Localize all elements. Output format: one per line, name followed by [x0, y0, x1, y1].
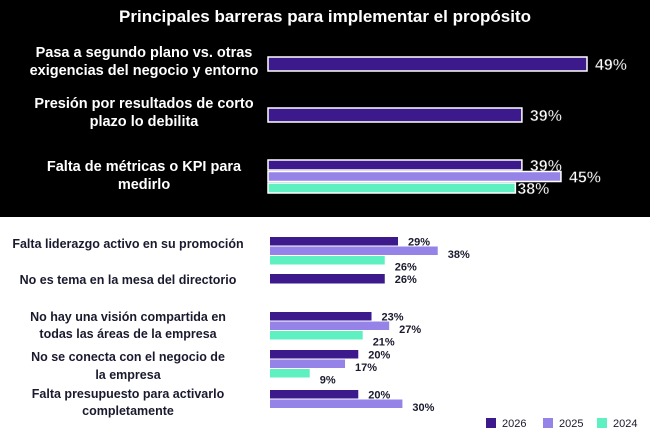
- bar-2025: [270, 246, 438, 255]
- category-label: todas las áreas de la empresa: [39, 327, 217, 341]
- category-label: exigencias del negocio y entorno: [30, 63, 259, 79]
- data-label: 45%: [569, 170, 601, 187]
- category-label: No se conecta con el negocio de: [31, 350, 225, 364]
- bar-2025: [270, 359, 346, 368]
- bar-2026: [267, 56, 588, 72]
- bar-2026: [270, 237, 398, 246]
- category-label: Presión por resultados de corto: [34, 96, 253, 112]
- category-label: No es tema en la mesa del directorio: [20, 273, 237, 287]
- data-label: 29%: [408, 236, 430, 248]
- chart-title: Principales barreras para implementar el…: [119, 7, 531, 26]
- legend-label: 2026: [502, 418, 526, 430]
- category-label: Falta liderazgo activo en su promoción: [12, 237, 243, 251]
- legend-swatch-2024: [597, 418, 607, 428]
- bar-2025: [267, 170, 562, 183]
- bar-2024: [267, 182, 517, 194]
- category-label: No hay una visión compartida en: [30, 310, 226, 324]
- category-label: la empresa: [95, 368, 161, 382]
- data-label: 30%: [412, 402, 434, 414]
- data-label: 27%: [399, 324, 421, 336]
- bar-2024: [270, 331, 363, 340]
- data-label: 49%: [595, 57, 627, 74]
- data-label: 26%: [395, 261, 417, 273]
- category-label: completamente: [82, 404, 174, 418]
- bar-2024: [270, 369, 310, 378]
- data-label: 17%: [355, 362, 377, 374]
- legend-swatch-2025: [543, 418, 553, 428]
- data-label: 20%: [368, 349, 390, 361]
- category-label: Falta de métricas o KPI para: [47, 159, 242, 175]
- bar-2026: [270, 312, 372, 321]
- data-label: 20%: [368, 389, 390, 401]
- data-label: 39%: [530, 108, 562, 125]
- category-label: Pasa a segundo plano vs. otras: [36, 45, 253, 61]
- data-label: 38%: [517, 181, 549, 198]
- data-label: 38%: [448, 249, 470, 261]
- data-label: 9%: [320, 374, 336, 386]
- category-label: plazo lo debilita: [90, 114, 200, 130]
- category-label: Falta presupuesto para activarlo: [32, 387, 225, 401]
- bar-2026: [270, 390, 359, 399]
- legend-label: 2024: [613, 418, 637, 430]
- bar-2025: [270, 321, 390, 330]
- bar-2026: [270, 274, 385, 284]
- bar-2025: [270, 399, 403, 408]
- chart-marks: Pasa a segundo plano vs. otras exigencias…: [12, 45, 627, 418]
- bar-2024: [270, 256, 385, 265]
- category-label: medirlo: [118, 177, 171, 193]
- legend: 2026 2025 2024: [486, 418, 637, 430]
- bar-2026: [270, 350, 359, 359]
- data-label: 26%: [395, 274, 417, 286]
- legend-swatch-2026: [486, 418, 496, 428]
- legend-label: 2025: [559, 418, 583, 430]
- bar-2026: [267, 159, 523, 171]
- data-label: 23%: [382, 311, 404, 323]
- bar-2026: [267, 107, 523, 123]
- data-label: 21%: [373, 336, 395, 348]
